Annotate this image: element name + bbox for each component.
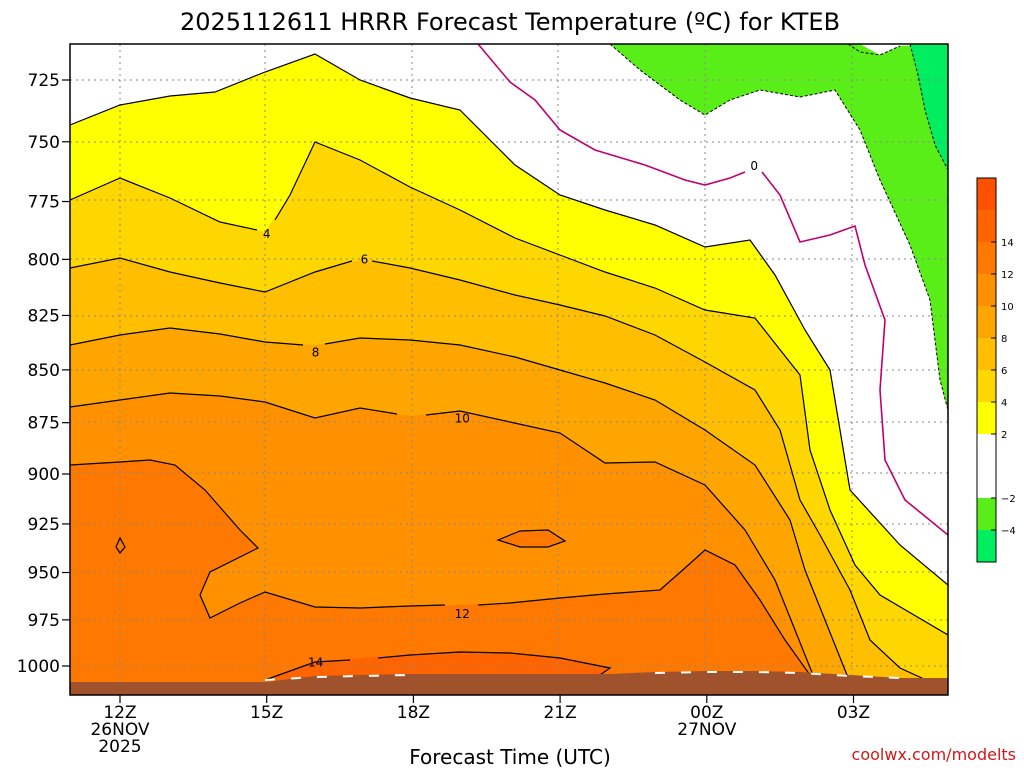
colorbar-tick-label: 6 [1001, 366, 1007, 377]
ground-surface [70, 671, 948, 695]
contour-10 [70, 392, 826, 695]
contour-12-cell-west [115, 536, 126, 555]
colorbar-tick-label: −2 [1001, 494, 1016, 505]
y-tick-label: 925 [28, 515, 60, 535]
contour-6 [70, 257, 948, 691]
credit-text: coolwx.com/modelts [852, 745, 1016, 764]
contour-minus-2 [609, 44, 948, 411]
colorbar-bin [977, 210, 996, 242]
y-tick-label: 825 [28, 306, 60, 326]
colorbar-bin [977, 338, 996, 370]
y-tick-label: 775 [28, 193, 60, 213]
x-tick-label: 26NOV [90, 720, 149, 740]
plot-area [70, 44, 948, 695]
y-axis: 725 750 775 800 825 850 875 900 925 950 975 1000 [17, 71, 70, 677]
band-12-to-14 [70, 460, 820, 695]
x-tick-label: 27NOV [677, 720, 736, 740]
colorbar-tick-label: 8 [1001, 334, 1007, 345]
x-tick-label: 18Z [397, 703, 430, 723]
x-tick-label: 00Z [690, 703, 723, 723]
y-tick-label: 975 [28, 611, 60, 631]
y-tick-label: 800 [28, 250, 60, 270]
colorbar-tick-label: −4 [1001, 526, 1016, 537]
y-tick-label: 900 [28, 465, 60, 485]
y-tick-label: 850 [28, 361, 60, 381]
colorbar-bin [977, 274, 996, 306]
x-axis-label: Forecast Time (UTC) [409, 745, 611, 768]
contour-label: 8 [312, 346, 320, 360]
y-gridlines [70, 79, 948, 667]
x-tick-label: 12Z [103, 703, 136, 723]
colorbar-bin [977, 242, 996, 274]
colorbar: 14 12 10 8 6 4 2 −2 −4 [976, 177, 1016, 563]
colorbar-bin [977, 178, 996, 210]
contour-label: 4 [263, 227, 271, 241]
contour-lines [70, 44, 948, 695]
colorbar-tick-label: 2 [1001, 430, 1007, 441]
colorbar-bin [977, 434, 996, 498]
contour-8 [70, 327, 856, 695]
contour-4 [70, 141, 948, 636]
y-tick-label: 750 [28, 133, 60, 153]
contour-label: 10 [455, 412, 470, 426]
y-tick-label: 1000 [17, 657, 60, 677]
colorbar-tick-label: 12 [1001, 270, 1014, 281]
x-tick-label: 15Z [250, 703, 283, 723]
contour-minus-4 [909, 44, 948, 171]
y-tick-label: 875 [28, 414, 60, 434]
contour-12 [70, 459, 821, 695]
contour-labels: 0 4 6 8 10 12 14 [263, 159, 758, 669]
y-tick-label: 725 [28, 71, 60, 91]
colorbar-bin [977, 306, 996, 338]
x-tick-label: 2025 [98, 737, 141, 757]
colorbar-tick-label: 14 [1001, 238, 1014, 249]
colorbar-bin [977, 370, 996, 402]
y-tick-label: 950 [28, 564, 60, 584]
contour-12-cell [496, 529, 567, 548]
contour-label: 0 [750, 159, 758, 173]
contour-14 [264, 651, 612, 681]
band-12-to-14-cell [498, 530, 565, 547]
band-minus-4-to-minus-6 [910, 44, 948, 170]
colorbar-bin [977, 402, 996, 434]
contour-label: 14 [308, 655, 323, 669]
colorbar-tick-label: 10 [1001, 302, 1014, 313]
contour-label: 12 [455, 607, 470, 621]
chart-title: 2025112611 HRRR Forecast Temperature (ºC… [180, 8, 840, 36]
colorbar-bin [977, 530, 996, 562]
x-tick-label: 03Z [837, 703, 870, 723]
contour-2 [70, 53, 948, 586]
contour-label: 6 [361, 252, 369, 266]
colorbar-bin [977, 498, 996, 530]
contour-0-freezing [477, 44, 948, 536]
band-minus-2-to-minus-4 [610, 44, 948, 410]
colorbar-tick-label: 4 [1001, 398, 1007, 409]
x-tick-label: 21Z [543, 703, 576, 723]
